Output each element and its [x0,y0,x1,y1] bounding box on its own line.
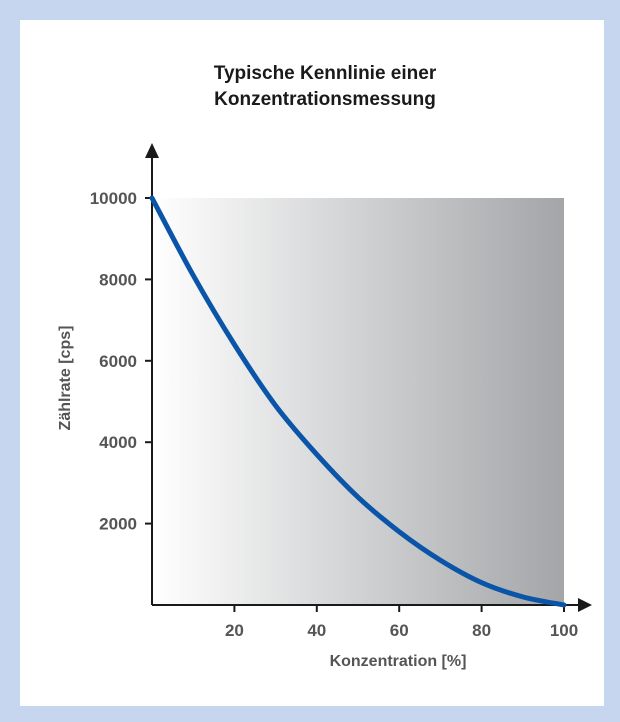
y-axis-arrow [145,143,159,158]
axes [145,143,592,612]
chart-title-line-1: Typische Kennlinie einer [214,63,437,84]
x-axis-arrow [578,598,592,612]
y-tick-label: 10000 [90,189,137,208]
x-tick-label: 60 [390,621,409,640]
plot-background [152,198,564,605]
series-layer [149,195,567,608]
series-line [149,195,567,608]
x-tick-label: 20 [225,621,244,640]
chart-title-line-2: Konzentrationsmessung [214,89,436,110]
ticks: 20 40 60 80 100 2000 4000 6000 8000 10000 [90,189,578,640]
y-tick-label: 4000 [99,433,137,452]
y-axis-label: Zählrate [cps] [57,326,74,431]
y-tick-label: 2000 [99,515,137,534]
x-tick-label: 100 [550,621,578,640]
x-axis-label: Konzentration [%] [330,653,467,670]
y-tick-label: 6000 [99,352,137,371]
x-tick-label: 80 [472,621,491,640]
x-tick-label: 40 [307,621,326,640]
y-tick-label: 8000 [99,270,137,289]
